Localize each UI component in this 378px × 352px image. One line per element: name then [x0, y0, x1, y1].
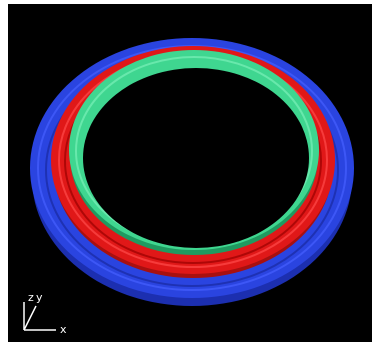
page: z y x (() => { const data = JSON.parse(d…: [0, 0, 378, 352]
screenshot: z y x: [0, 0, 378, 352]
y-label: y: [36, 291, 43, 304]
coil-rings: [30, 38, 354, 306]
ring-hole: [83, 68, 309, 248]
z-label: z: [28, 291, 34, 304]
x-label: x: [60, 323, 67, 336]
